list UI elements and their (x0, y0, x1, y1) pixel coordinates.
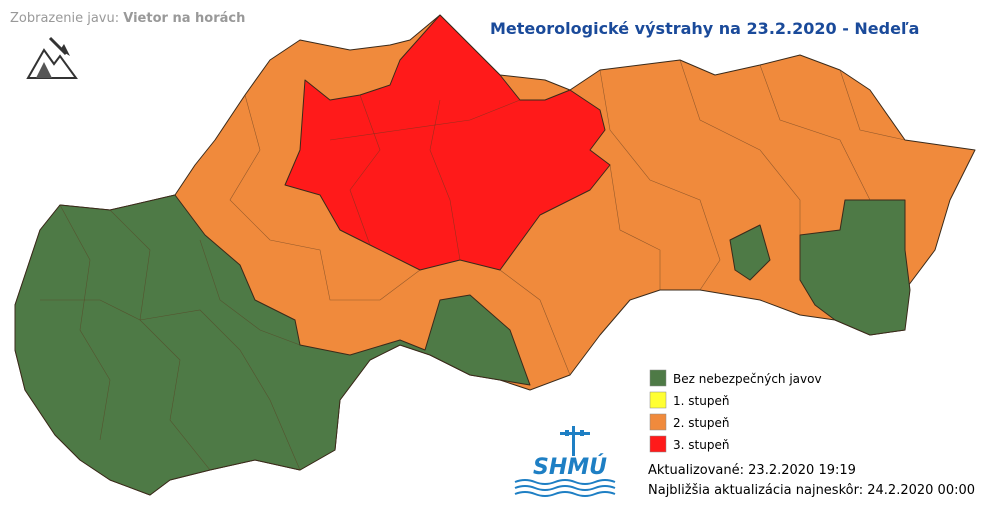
label: Aktualizované: (648, 463, 744, 478)
next-update: Najbližšia aktualizácia najneskôr: 24.2.… (648, 483, 975, 498)
region-green (729, 224, 771, 281)
value: 24.2.2020 00:00 (867, 483, 975, 498)
legend-swatch (649, 435, 667, 453)
region-green (14, 194, 531, 496)
shmu-logo: SHMÚ (514, 426, 616, 497)
logo-text: SHMÚ (533, 454, 607, 480)
legend-swatch (649, 413, 667, 431)
legend-label: 2. stupeň (673, 416, 729, 430)
region-green (799, 199, 911, 336)
phenomenon: Vietor na horách (123, 11, 245, 26)
label: Zobrazenie javu: (10, 11, 119, 26)
district-borders (40, 59, 906, 471)
legend-label: Bez nebezpečných javov (673, 372, 822, 386)
legend-label: 3. stupeň (673, 438, 729, 452)
label: Najbližšia aktualizácia najneskôr: (648, 483, 863, 498)
legend-swatch (649, 391, 667, 409)
legend-label: 1. stupeň (673, 394, 729, 408)
region-red (284, 14, 611, 271)
phenomenon-icon (26, 36, 78, 79)
phenomenon-label: Zobrazenie javu: Vietor na horách (10, 11, 245, 26)
legend-swatch (649, 369, 667, 387)
value: 23.2.2020 19:19 (748, 463, 856, 478)
title: Meteorologické výstrahy na 23.2.2020 - N… (490, 19, 919, 38)
updated: Aktualizované: 23.2.2020 19:19 (648, 463, 856, 478)
legend: Bez nebezpečných javov 1. stupeň 2. stupeň… (649, 369, 822, 453)
